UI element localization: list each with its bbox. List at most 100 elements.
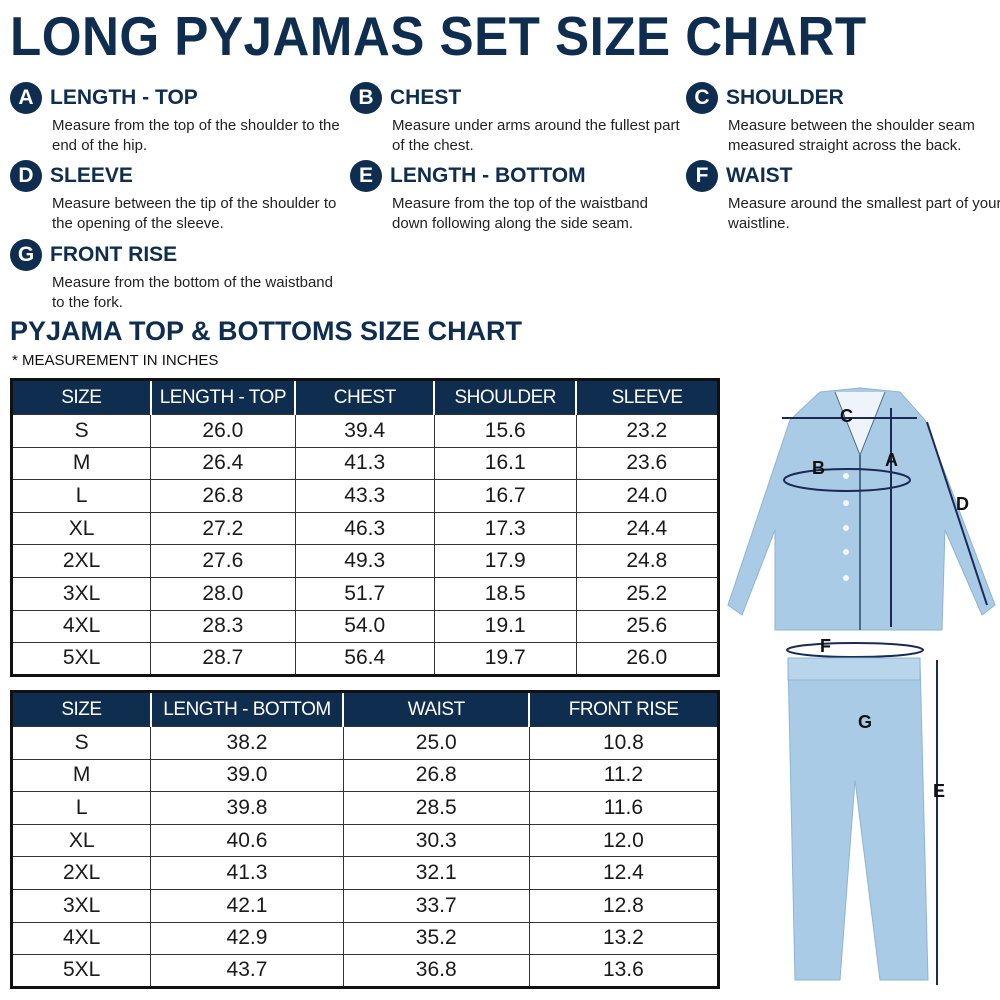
column-header: LENGTH - TOP <box>150 379 297 415</box>
table-cell: 4XL <box>10 609 152 644</box>
legend-item-a: A LENGTH - TOP Measure from the top of the… <box>10 82 340 156</box>
legend-name: LENGTH - BOTTOM <box>390 164 586 187</box>
legend-name: CHEST <box>390 86 462 109</box>
legend-item-e: E LENGTH - BOTTOM Measure from the top of … <box>350 160 680 234</box>
page-title: LONG PYJAMAS SET SIZE CHART <box>10 5 867 67</box>
label-c: C <box>840 406 853 426</box>
table-cell: 11.2 <box>528 758 720 793</box>
table-row: 4XL 28.3 54.0 19.1 25.6 <box>10 609 720 644</box>
column-header: FRONT RISE <box>529 691 719 727</box>
legend-desc: Measure around the smallest part of your… <box>728 195 1000 232</box>
legend-item-g: G FRONT RISE Measure from the bottom of th… <box>10 239 340 313</box>
legend-desc: Measure from the top of the shoulder to … <box>52 117 340 154</box>
header-row: SIZE LENGTH - BOTTOM WAIST FRONT RISE <box>11 691 719 727</box>
table-cell: 33.7 <box>342 888 530 923</box>
legend-desc: Measure between the tip of the shoulder … <box>52 195 337 232</box>
table-cell: 26.8 <box>342 758 530 793</box>
label-e: E <box>933 781 945 801</box>
table-cell: 5XL <box>10 642 152 676</box>
table-cell: 10.8 <box>528 726 720 760</box>
table-cell: 39.4 <box>294 414 435 448</box>
table-row: L 39.8 28.5 11.6 <box>10 791 720 825</box>
table-cell: 2XL <box>10 544 152 578</box>
table-cell: 56.4 <box>294 642 435 676</box>
column-header: SHOULDER <box>434 379 578 415</box>
table-cell: 28.0 <box>150 576 296 611</box>
table-cell: 18.5 <box>433 576 577 611</box>
table-cell: L <box>10 791 152 825</box>
table-row: 2XL 27.6 49.3 17.9 24.8 <box>10 544 720 578</box>
table-cell: 5XL <box>10 954 152 988</box>
table-cell: 12.4 <box>528 856 720 890</box>
pyjama-bottom-illustration <box>787 657 929 981</box>
table-cell: 26.8 <box>150 479 296 513</box>
label-b: B <box>812 458 825 478</box>
header-row: SIZE LENGTH - TOP CHEST SHOULDER SLEEVE <box>11 379 719 415</box>
table-row: 5XL 43.7 36.8 13.6 <box>10 954 720 988</box>
table-cell: 54.0 <box>294 609 435 644</box>
table-cell: L <box>10 479 152 513</box>
table-cell: 43.7 <box>150 954 344 988</box>
column-header: LENGTH - BOTTOM <box>150 691 345 727</box>
legend-desc: Measure under arms around the fullest pa… <box>392 117 680 154</box>
table-row: XL 40.6 30.3 12.0 <box>10 823 720 858</box>
legend-name: SHOULDER <box>726 86 844 109</box>
letter-badge-icon: F <box>686 160 718 192</box>
table-cell: 25.2 <box>575 576 720 611</box>
letter-badge-icon: B <box>350 82 382 114</box>
table-cell: 26.4 <box>150 446 296 481</box>
table-cell: 25.6 <box>575 609 720 644</box>
table-row: XL 27.2 46.3 17.3 24.4 <box>10 511 720 546</box>
table-cell: 12.0 <box>528 823 720 858</box>
table-cell: 35.2 <box>342 921 530 956</box>
letter-badge-icon: A <box>10 82 42 114</box>
table-row: 4XL 42.9 35.2 13.2 <box>10 921 720 956</box>
table-cell: S <box>10 414 152 448</box>
legend-desc: Measure from the bottom of the waistband… <box>52 274 333 311</box>
table-cell: 11.6 <box>528 791 720 825</box>
table-row: S 38.2 25.0 10.8 <box>10 726 720 760</box>
table-cell: 15.6 <box>433 414 577 448</box>
table-cell: 17.9 <box>433 544 577 578</box>
legend-name: LENGTH - TOP <box>50 86 198 109</box>
legend-item-d: D SLEEVE Measure between the tip of the sh… <box>10 160 340 234</box>
table-cell: 39.0 <box>150 758 344 793</box>
column-header: SIZE <box>11 691 152 727</box>
table-cell: 16.7 <box>433 479 577 513</box>
table-cell: M <box>10 758 152 793</box>
table-cell: 17.3 <box>433 511 577 546</box>
table-cell: 46.3 <box>294 511 435 546</box>
section-title: PYJAMA TOP & BOTTOMS SIZE CHART <box>10 316 523 346</box>
table-cell: 41.3 <box>150 856 344 890</box>
table-cell: 39.8 <box>150 791 344 825</box>
table-cell: 4XL <box>10 921 152 956</box>
table-cell: 32.1 <box>342 856 530 890</box>
label-g: G <box>858 712 872 732</box>
table-cell: XL <box>10 823 152 858</box>
table-cell: 28.3 <box>150 609 296 644</box>
table-cell: 26.0 <box>150 414 296 448</box>
table-cell: 24.0 <box>575 479 720 513</box>
letter-badge-icon: D <box>10 160 42 192</box>
table-row: 3XL 28.0 51.7 18.5 25.2 <box>10 576 720 611</box>
table-row: 2XL 41.3 32.1 12.4 <box>10 856 720 890</box>
table-row: M 39.0 26.8 11.2 <box>10 758 720 793</box>
table-cell: M <box>10 446 152 481</box>
pyjama-top-illustration <box>727 387 996 631</box>
table-row: L 26.8 43.3 16.7 24.0 <box>10 479 720 513</box>
table-cell: 16.1 <box>433 446 577 481</box>
table-cell: 38.2 <box>150 726 344 760</box>
table-row: 3XL 42.1 33.7 12.8 <box>10 888 720 923</box>
table-cell: 19.7 <box>433 642 577 676</box>
table-cell: 43.3 <box>294 479 435 513</box>
column-header: SIZE <box>11 379 152 415</box>
table-cell: 26.0 <box>575 642 720 676</box>
table-cell: 28.7 <box>150 642 296 676</box>
table-cell: 36.8 <box>342 954 530 988</box>
table-cell: 28.5 <box>342 791 530 825</box>
table-cell: 27.6 <box>150 544 296 578</box>
legend-name: SLEEVE <box>50 164 133 187</box>
table-cell: 41.3 <box>294 446 435 481</box>
column-header: SLEEVE <box>576 379 719 415</box>
legend-desc: Measure between the shoulder seam measur… <box>728 117 975 154</box>
